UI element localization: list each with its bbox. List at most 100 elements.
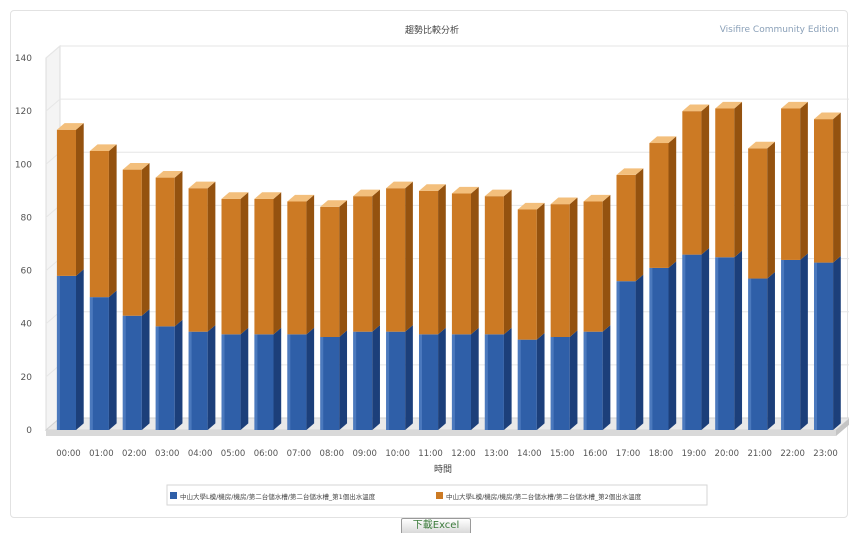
bar-2-05:00 xyxy=(221,192,249,335)
bar-1-16:00 xyxy=(583,325,611,430)
watermark[interactable]: Visifire Community Edition xyxy=(719,25,839,35)
bar-1-10:00 xyxy=(386,325,413,430)
bar-highlight xyxy=(484,334,488,430)
bar-highlight xyxy=(649,267,653,430)
bar-front xyxy=(682,254,702,430)
x-tick-label: 19:00 xyxy=(682,449,707,459)
x-tick-label: 18:00 xyxy=(649,449,674,459)
bar-side xyxy=(602,194,611,332)
x-tick-label: 07:00 xyxy=(287,449,312,459)
bar-1-11:00 xyxy=(418,327,446,430)
bar-front xyxy=(517,209,537,340)
bar-side xyxy=(800,253,808,430)
bar-side xyxy=(141,163,150,316)
bar-2-11:00 xyxy=(418,184,446,335)
bar-2-12:00 xyxy=(451,186,479,335)
bar-side xyxy=(767,271,775,430)
bar-1-15:00 xyxy=(550,330,578,430)
y-tick-label: 60 xyxy=(21,267,33,277)
bar-front xyxy=(781,259,801,430)
bar-2-21:00 xyxy=(748,141,775,279)
bar-front xyxy=(287,201,307,335)
bar-2-18:00 xyxy=(649,136,677,268)
bar-side xyxy=(635,274,644,430)
bar-front xyxy=(813,262,834,430)
x-tick-label: 03:00 xyxy=(155,449,180,459)
bar-front xyxy=(517,339,537,430)
bar-2-06:00 xyxy=(254,192,282,335)
bar-highlight xyxy=(353,331,357,430)
bar-side xyxy=(240,327,249,430)
bar-side xyxy=(108,290,117,430)
bar-side xyxy=(306,327,315,430)
bar-1-23:00 xyxy=(813,256,841,430)
x-tick-label: 01:00 xyxy=(89,449,114,459)
bar-2-03:00 xyxy=(155,170,183,327)
bar-side xyxy=(668,136,677,268)
bar-front xyxy=(418,190,439,335)
bar-1-13:00 xyxy=(484,327,512,430)
bar-side xyxy=(372,189,380,332)
x-tick-label: 23:00 xyxy=(813,449,838,459)
bar-side xyxy=(635,168,644,282)
x-axis: 00:00 01:00 02:00 03:00 04:00 05:00 06:00 07:00… xyxy=(56,449,838,459)
bar-2-16:00 xyxy=(583,194,611,332)
bar-side xyxy=(438,184,446,335)
bar-2-23:00 xyxy=(813,112,841,263)
bar-top xyxy=(583,194,611,202)
bar-2-09:00 xyxy=(353,189,380,332)
bar-1-01:00 xyxy=(89,290,117,430)
x-tick-label: 00:00 xyxy=(56,449,81,459)
bar-front xyxy=(221,198,241,335)
bar-top xyxy=(353,189,380,197)
bar-1-21:00 xyxy=(748,271,775,430)
bar-1-07:00 xyxy=(287,327,315,430)
bar-2-20:00 xyxy=(715,101,743,258)
bar-top xyxy=(418,184,446,191)
bar-1-05:00 xyxy=(221,327,249,430)
x-tick-label: 20:00 xyxy=(715,449,740,459)
x-tick-label: 21:00 xyxy=(747,449,772,459)
bar-top xyxy=(715,101,743,109)
bar-front xyxy=(254,198,274,335)
bar-side xyxy=(339,330,348,430)
bar-highlight xyxy=(386,331,390,430)
bar-top xyxy=(287,194,315,202)
y-tick-label: 80 xyxy=(21,213,33,223)
floor-front xyxy=(46,430,836,436)
y-tick-label: 0 xyxy=(26,426,32,436)
download-excel-button[interactable]: 下載Excel xyxy=(401,518,471,533)
bar-front xyxy=(616,174,636,282)
bar-side xyxy=(734,101,743,258)
bar-side xyxy=(108,144,117,298)
bar-side xyxy=(207,325,216,430)
bar-top xyxy=(748,141,775,149)
bar-top xyxy=(781,101,808,109)
x-tick-label: 17:00 xyxy=(616,449,641,459)
bar-1-18:00 xyxy=(649,261,677,430)
bar-front xyxy=(451,193,472,335)
bar-2-01:00 xyxy=(89,144,117,298)
x-tick-label: 11:00 xyxy=(418,449,443,459)
bar-highlight xyxy=(56,275,60,430)
bar-side xyxy=(76,269,84,430)
x-axis-label: 時間 xyxy=(434,464,452,475)
bar-side xyxy=(207,181,216,332)
bar-highlight xyxy=(715,257,719,430)
bar-side xyxy=(767,141,775,279)
bar-2-07:00 xyxy=(287,194,315,335)
bar-top xyxy=(56,123,84,130)
bar-side xyxy=(471,327,479,430)
bar-side xyxy=(372,325,380,430)
x-tick-label: 22:00 xyxy=(780,449,805,459)
bar-top xyxy=(155,170,183,178)
bar-front xyxy=(550,204,570,337)
legend-label-series-1: 中山大學L模/機房/機房/第二台儲水槽/第二台儲水槽_第1個出水溫度 xyxy=(180,492,376,501)
bar-highlight xyxy=(254,334,258,430)
bar-front xyxy=(122,315,142,430)
legend-label-series-2: 中山大學L模/機房/機房/第二台儲水槽/第二台儲水槽_第2個出水溫度 xyxy=(446,492,642,501)
bar-front xyxy=(649,267,669,430)
bar-side xyxy=(339,200,348,337)
bar-side xyxy=(141,309,150,430)
bar-highlight xyxy=(188,331,192,430)
